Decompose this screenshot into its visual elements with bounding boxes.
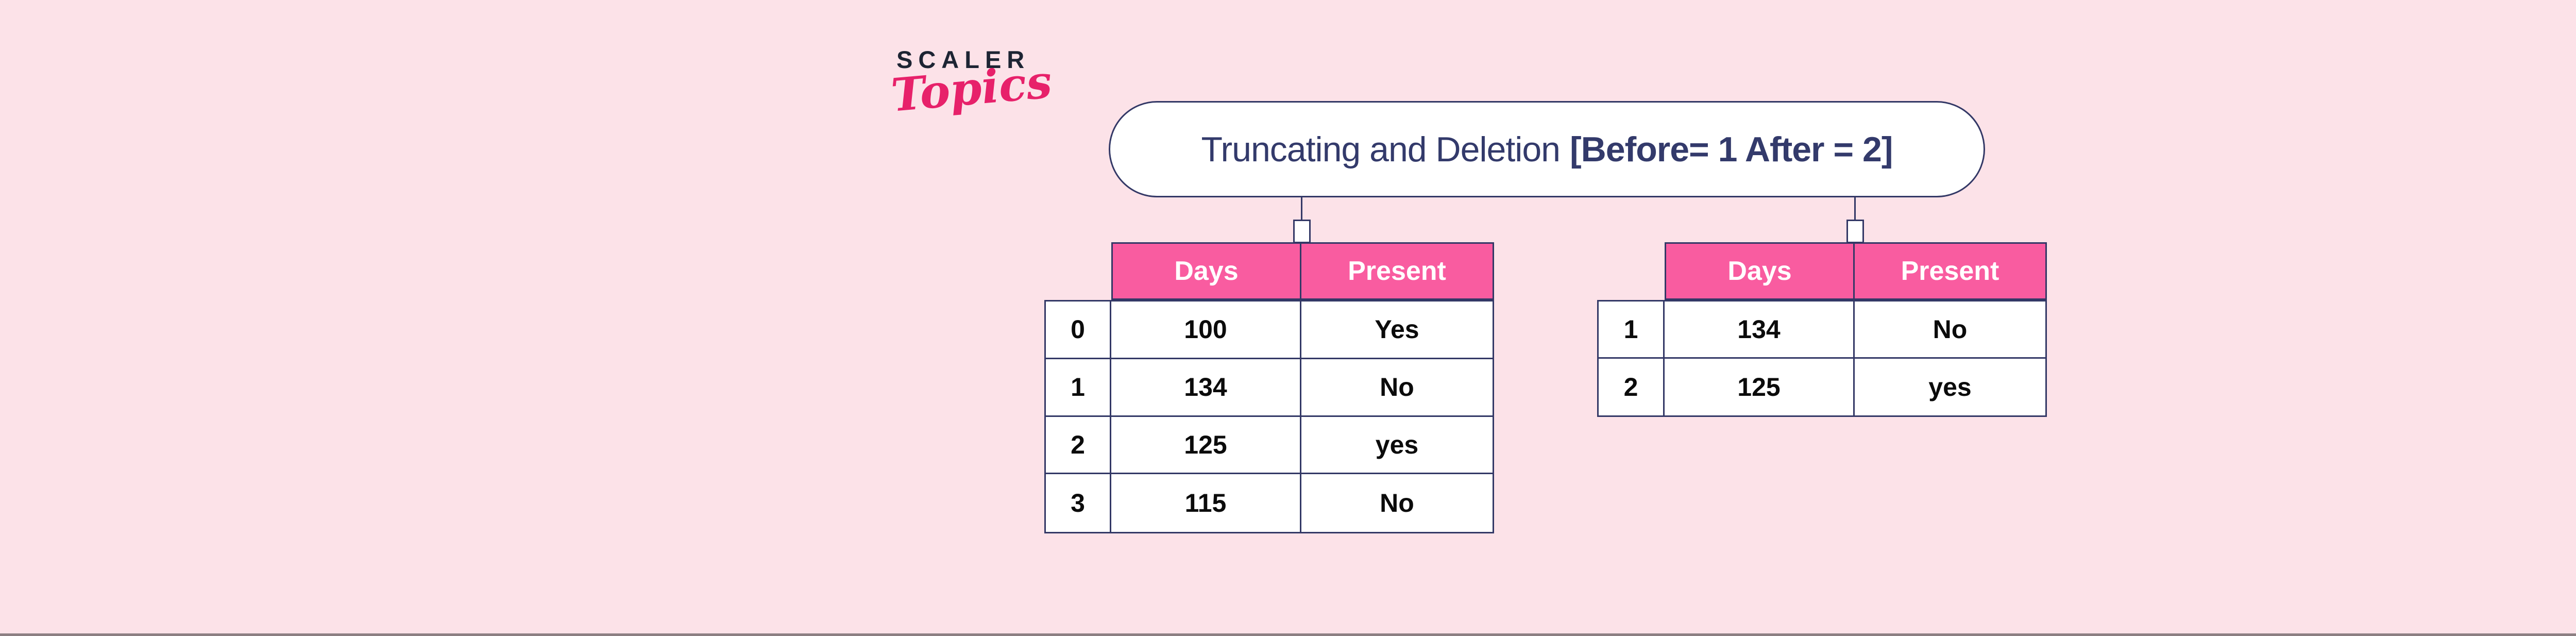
title-text-normal: Truncating and Deletion xyxy=(1201,129,1561,169)
left-table-cell-days-2: 125 xyxy=(1111,416,1301,475)
left-table-header-days: Days xyxy=(1113,244,1301,298)
right-table-body: 1 134 No 2 125 yes xyxy=(1597,300,2047,417)
scaler-topics-logo: SCALER Topics xyxy=(889,45,1054,122)
right-table-cell-days-0: 134 xyxy=(1665,302,1855,359)
connector-node-left xyxy=(1293,220,1311,243)
logo-brand-text: SCALER xyxy=(896,46,1030,73)
left-table-cell-present-1: No xyxy=(1301,359,1493,417)
logo-script-text: Topics xyxy=(889,54,1054,122)
right-table-header-present: Present xyxy=(1901,256,1999,286)
right-table-header-days: Days xyxy=(1666,244,1855,298)
left-table-cell-days-1: 134 xyxy=(1111,359,1301,417)
right-table-header: Days Present xyxy=(1665,242,2047,300)
right-table-cell-index-1: 2 xyxy=(1599,358,1665,415)
right-table-cell-days-1: 125 xyxy=(1665,358,1855,415)
title-pill: Truncating and Deletion [Before= 1 After… xyxy=(1109,101,1985,197)
left-table-header: Days Present xyxy=(1111,242,1494,300)
left-table-cell-index-0: 0 xyxy=(1046,302,1111,359)
left-table-cell-present-3: No xyxy=(1380,489,1414,518)
left-table-body: 0 100 Yes 1 134 No 2 125 yes 3 115 No xyxy=(1044,300,1494,533)
left-table-cell-index-2: 2 xyxy=(1046,416,1111,475)
left-table-cell-days-0: 100 xyxy=(1111,302,1301,359)
left-table-cell-index-3: 3 xyxy=(1046,474,1111,532)
title-text-bold: [Before= 1 After = 2] xyxy=(1570,129,1893,169)
bottom-edge-strip xyxy=(0,633,2576,636)
left-table-cell-days-3: 115 xyxy=(1111,474,1301,532)
connector-line-right xyxy=(1854,196,1856,221)
connector-line-left xyxy=(1301,196,1302,221)
right-table-cell-present-0: No xyxy=(1855,302,2045,359)
right-table-cell-index-0: 1 xyxy=(1599,302,1665,359)
left-table-cell-present-0: Yes xyxy=(1301,302,1493,359)
left-table-cell-index-1: 1 xyxy=(1046,359,1111,417)
left-table-cell-present-2: yes xyxy=(1301,417,1493,475)
connector-node-right xyxy=(1846,220,1864,243)
right-table-cell-present-1: yes xyxy=(1928,372,1972,401)
left-table-header-present: Present xyxy=(1348,256,1446,286)
